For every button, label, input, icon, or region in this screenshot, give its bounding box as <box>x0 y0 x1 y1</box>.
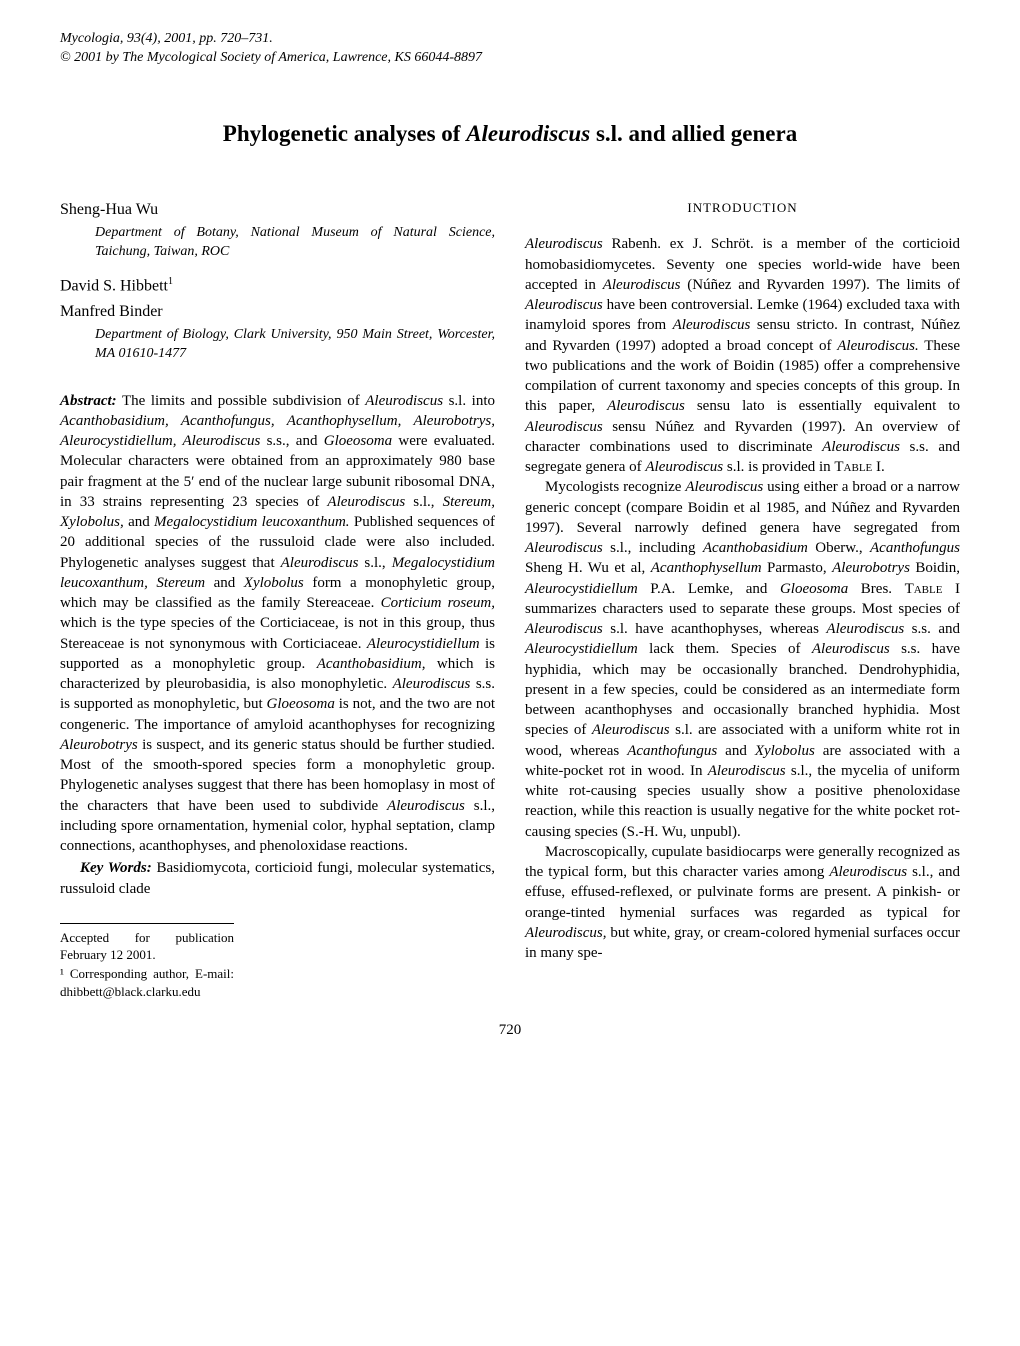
page-number: 720 <box>60 1020 960 1040</box>
title-genus: Aleurodiscus <box>466 121 590 146</box>
author-affiliation: Department of Botany, National Museum of… <box>95 224 495 260</box>
two-column-layout: Sheng-Hua Wu Department of Botany, Natio… <box>60 199 960 1000</box>
author-block-2: David S. Hibbett1 <box>60 275 495 297</box>
right-column: INTRODUCTION Aleurodiscus Rabenh. ex J. … <box>525 199 960 1000</box>
footnote-accepted: Accepted for publication February 12 200… <box>60 929 234 964</box>
intro-para-1: Aleurodiscus Rabenh. ex J. Schröt. is a … <box>525 234 960 477</box>
journal-citation: Mycologia, 93(4), 2001, pp. 720–731. <box>60 30 960 49</box>
footnote-corresponding: ¹ Corresponding author, E-mail: dhibbett… <box>60 965 234 1000</box>
abstract-text: The limits and possible subdivision of A… <box>60 393 495 855</box>
keywords-label: Key Words: <box>80 860 152 876</box>
author-block-1: Sheng-Hua Wu Department of Botany, Natio… <box>60 199 495 261</box>
author-affiliation: Department of Biology, Clark University,… <box>95 326 495 362</box>
title-pre: Phylogenetic analyses of <box>223 121 466 146</box>
title-post: s.l. and allied genera <box>590 121 797 146</box>
abstract-paragraph: Abstract: The limits and possible subdiv… <box>60 391 495 857</box>
footnotes: Accepted for publication February 12 200… <box>60 923 234 1000</box>
abstract-label: Abstract: <box>60 393 117 409</box>
keywords: Key Words: Basidiomycota, corticioid fun… <box>60 858 495 899</box>
intro-para-2: Mycologists recognize Aleurodiscus using… <box>525 477 960 842</box>
author-name: David S. Hibbett1 <box>60 275 495 297</box>
author-name: Manfred Binder <box>60 301 495 323</box>
left-column: Sheng-Hua Wu Department of Botany, Natio… <box>60 199 495 1000</box>
journal-metadata: Mycologia, 93(4), 2001, pp. 720–731. © 2… <box>60 30 960 68</box>
article-title: Phylogenetic analyses of Aleurodiscus s.… <box>60 118 960 149</box>
section-heading-introduction: INTRODUCTION <box>525 199 960 217</box>
intro-para-3: Macroscopically, cupulate basidiocarps w… <box>525 842 960 964</box>
abstract: Abstract: The limits and possible subdiv… <box>60 391 495 899</box>
journal-copyright: © 2001 by The Mycological Society of Ame… <box>60 49 960 68</box>
author-name: Sheng-Hua Wu <box>60 199 495 221</box>
author-block-3: Manfred Binder Department of Biology, Cl… <box>60 301 495 363</box>
